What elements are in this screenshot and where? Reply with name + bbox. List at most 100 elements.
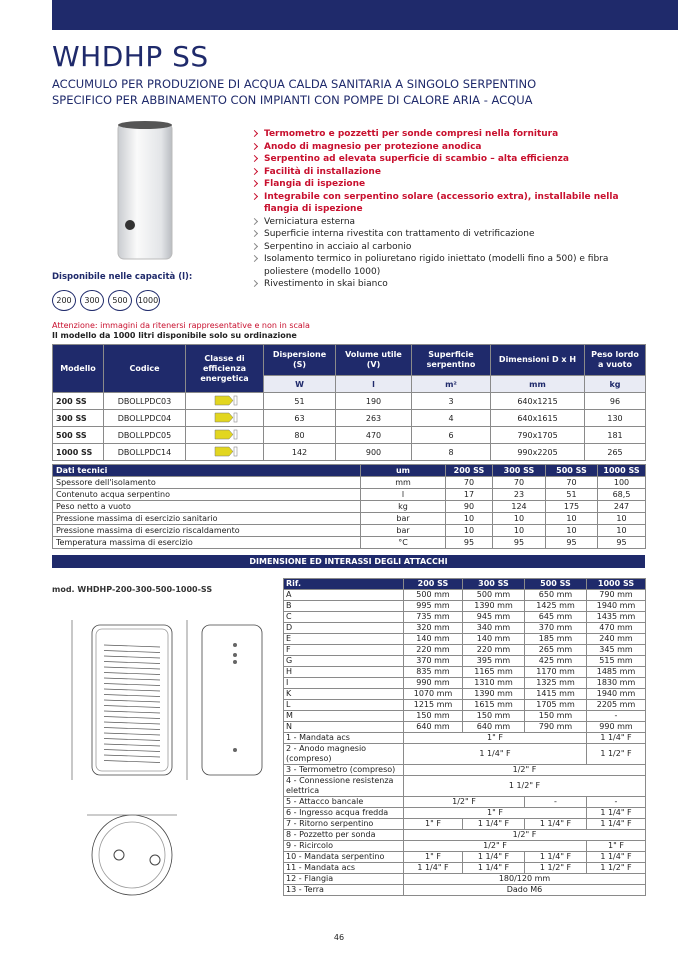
coil-line <box>103 732 161 736</box>
cell: 650 mm <box>524 589 587 601</box>
cell: 265 <box>584 443 646 461</box>
cell: 640x1215 <box>490 392 585 410</box>
cell: l <box>360 488 446 501</box>
model-row: 1000 SS DBOLLPDC14 142 900 8 990x2205 265 <box>52 443 646 461</box>
capacity-badge: 300 <box>80 290 104 311</box>
dimension-row: 8 - Pozzetto per sonda 1/2" F <box>283 829 646 841</box>
cell: 1 1/2" F <box>586 743 646 765</box>
header-cell: Dimensioni D x H <box>490 344 585 376</box>
coil-line <box>103 699 161 703</box>
cell: 70 <box>545 476 598 489</box>
cell: 995 mm <box>403 600 463 612</box>
cell: 1325 mm <box>524 677 587 689</box>
cell: C <box>283 611 404 623</box>
tech-row: Pressione massima di esercizio sanitario… <box>52 512 646 525</box>
cell: 1 1/2" F <box>403 775 646 797</box>
cell: 8 <box>411 443 491 461</box>
capacity-badge: 500 <box>108 290 132 311</box>
cell: 500 SS <box>52 426 104 444</box>
dimension-row: 9 - Ricircolo 1/2" F 1" F <box>283 840 646 852</box>
cell: Peso netto a vuoto <box>52 500 361 513</box>
coil-line <box>103 716 161 719</box>
cell: 425 mm <box>524 655 587 667</box>
dimension-row: K 1070 mm 1390 mm 1415 mm 1940 mm <box>283 688 646 700</box>
cell: 645 mm <box>524 611 587 623</box>
cell: DBOLLPDC14 <box>103 443 186 461</box>
unit-cell: l <box>335 375 412 393</box>
title: WHDHP SS <box>52 40 209 73</box>
cell: 370 mm <box>403 655 463 667</box>
header-cell: 200 SS <box>445 464 493 477</box>
cell: 345 mm <box>586 644 646 656</box>
cell: 2205 mm <box>586 699 646 711</box>
feature-highlighted: Anodo di magnesio per protezione anodica <box>250 141 630 154</box>
cell: 90 <box>445 500 493 513</box>
coil-line <box>103 688 161 692</box>
coil-line <box>103 694 161 697</box>
cell: 1310 mm <box>462 677 525 689</box>
header-cell: Codice <box>103 344 186 393</box>
cell: °C <box>360 536 446 549</box>
cell: 95 <box>597 536 646 549</box>
cell: M <box>283 710 404 722</box>
dimension-row: B 995 mm 1390 mm 1425 mm 1940 mm <box>283 600 646 612</box>
cell: 320 mm <box>403 622 463 634</box>
cell: 6 - Ingresso acqua fredda <box>283 807 404 819</box>
energy-class-cell <box>185 426 264 444</box>
cell: Dado M6 <box>403 884 646 896</box>
feature-highlighted: Termometro e pozzetti per sonde compresi… <box>250 128 630 141</box>
header-cell: 500 SS <box>524 578 587 590</box>
cell: 8 - Pozzetto per sonda <box>283 829 404 841</box>
cell: 1" F <box>403 807 587 819</box>
cell: 1" F <box>403 851 463 863</box>
cell: 12 - Flangia <box>283 873 404 885</box>
cell: 790 mm <box>586 589 646 601</box>
coil-line <box>103 666 161 670</box>
cell: 2 - Anodo magnesio (compreso) <box>283 743 404 765</box>
cell: 500 mm <box>462 589 525 601</box>
page-number: 46 <box>333 933 345 942</box>
header-cell: Modello <box>52 344 104 393</box>
dimension-row: L 1215 mm 1615 mm 1705 mm 2205 mm <box>283 699 646 711</box>
cell: 515 mm <box>586 655 646 667</box>
cell: 10 <box>545 524 598 537</box>
coil-line <box>103 738 161 741</box>
cell: 1 - Mandata acs <box>283 732 404 744</box>
cell: 5 - Attacco bancale <box>283 796 404 808</box>
cell: 1425 mm <box>524 600 587 612</box>
feature-highlighted: Integrabile con serpentino solare (acces… <box>250 191 630 216</box>
cell: 1 1/4" F <box>586 851 646 863</box>
capacity-label: Disponibile nelle capacità (l): <box>52 272 193 282</box>
cell: DBOLLPDC04 <box>103 409 186 427</box>
cell: kg <box>360 500 446 513</box>
cell: 150 mm <box>403 710 463 722</box>
feature-highlighted: Serpentino ad elevata superficie di scam… <box>250 153 630 166</box>
cell: I <box>283 677 404 689</box>
unit-cell: W <box>263 375 336 393</box>
cell: 735 mm <box>403 611 463 623</box>
feature-list: Termometro e pozzetti per sonde compresi… <box>250 128 630 291</box>
tech-row: Pressione massima di esercizio riscaldam… <box>52 524 646 537</box>
cell: 1 1/4" F <box>524 818 587 830</box>
header-cell: Peso lordo a vuoto <box>584 344 646 376</box>
cell: 51 <box>263 392 336 410</box>
cell: 10 <box>597 512 646 525</box>
cell: A <box>283 589 404 601</box>
energy-class-cell <box>185 392 264 410</box>
cell: 3 - Termometro (compreso) <box>283 764 404 776</box>
cell: 70 <box>445 476 493 489</box>
capacity-badge: 200 <box>52 290 76 311</box>
cell: 63 <box>263 409 336 427</box>
dimension-row: N 640 mm 640 mm 790 mm 990 mm <box>283 721 646 733</box>
energy-label-icon <box>214 412 237 422</box>
tech-row: Temperatura massima di esercizio °C 95 95 95… <box>52 536 646 549</box>
dimension-row: G 370 mm 395 mm 425 mm 515 mm <box>283 655 646 667</box>
cell: 7 - Ritorno serpentino <box>283 818 404 830</box>
cell: 265 mm <box>524 644 587 656</box>
cell: 142 <box>263 443 336 461</box>
cell: 10 <box>597 524 646 537</box>
cell: 150 mm <box>524 710 587 722</box>
cell: 220 mm <box>403 644 463 656</box>
